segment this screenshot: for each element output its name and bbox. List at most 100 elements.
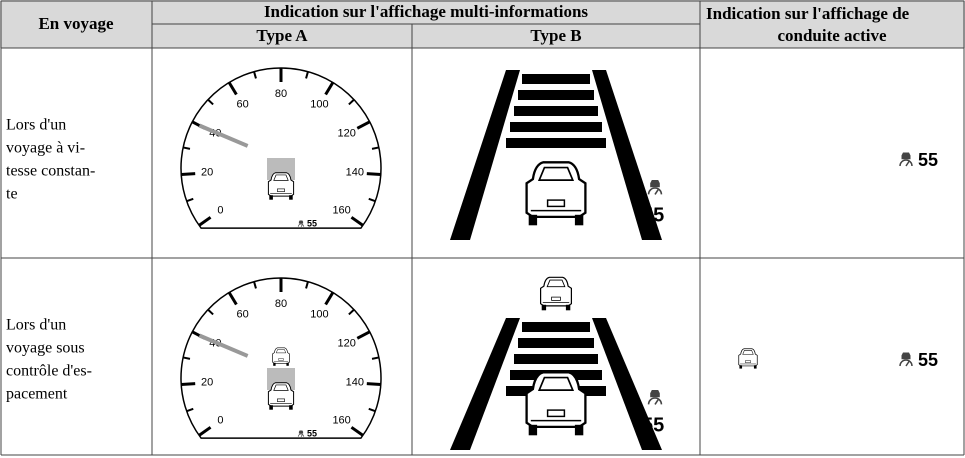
car-plate	[278, 358, 284, 361]
car-window	[273, 384, 289, 391]
car-icon	[539, 276, 573, 311]
set-speed: 55	[918, 150, 938, 170]
icon-needle	[905, 361, 910, 367]
gauge-scale-label: 60	[236, 309, 248, 321]
gauge: 02040608010012014016055	[180, 277, 382, 439]
icon-needle	[654, 399, 659, 405]
gauge-major-tick	[350, 216, 364, 227]
row-label: Lors d'un	[6, 117, 66, 134]
car-window	[537, 166, 575, 181]
car-wheel	[739, 365, 743, 369]
gauge-minor-tick	[253, 71, 257, 79]
icon-gauge	[899, 359, 913, 367]
gauge-minor-tick	[305, 71, 309, 79]
car-icon	[267, 382, 295, 410]
car-wheel	[289, 195, 293, 200]
car-wheel	[286, 362, 289, 366]
gauge-major-tick	[181, 172, 196, 177]
distance-bar	[514, 106, 598, 116]
gauge-major-tick	[324, 291, 335, 306]
car-plate	[277, 398, 285, 402]
gauge-minor-tick	[207, 98, 214, 106]
radar-cruise-icon	[647, 180, 663, 195]
icon-gauge	[297, 433, 305, 437]
header-active-display: Indication sur l'affichage de	[706, 4, 910, 23]
gauge-scale-label: 120	[337, 128, 355, 140]
car-icon	[525, 161, 587, 226]
icon-gauge	[647, 187, 663, 195]
car-wheel	[289, 405, 293, 410]
gauge-major-tick	[181, 382, 196, 387]
gauge-major-tick	[366, 382, 381, 387]
gauge-scale-label: 80	[275, 88, 287, 100]
car-wheel	[269, 195, 273, 200]
gauge-scale-label: 100	[310, 99, 328, 111]
set-speed: 55	[307, 428, 317, 438]
car-window	[546, 279, 566, 288]
gauge-scale-label: 160	[332, 414, 350, 426]
row-label: Lors d'un	[6, 317, 66, 334]
distance-bar	[518, 90, 594, 100]
distance-bar	[510, 122, 602, 132]
car-plate	[551, 296, 561, 301]
car-window	[273, 174, 289, 181]
car-wheel	[273, 362, 276, 366]
set-speed: 55	[918, 350, 938, 370]
row-label: te	[6, 186, 18, 203]
car-plate	[546, 199, 566, 208]
road-edge	[592, 318, 662, 450]
gauge-major-tick	[227, 291, 238, 306]
header-type-b: Type B	[530, 26, 581, 45]
car-window	[275, 349, 287, 354]
gauge-minor-tick	[207, 308, 214, 316]
gauge-major-tick	[350, 426, 364, 437]
radar-cruise-icon	[647, 390, 663, 405]
icon-car	[901, 152, 911, 160]
gauge-major-tick	[324, 81, 335, 96]
radar-cruise-icon	[899, 152, 913, 167]
car-wheel	[269, 405, 273, 410]
gauge-minor-tick	[182, 356, 191, 360]
gauge-minor-tick	[305, 281, 309, 289]
car-wheel	[565, 304, 571, 311]
car-icon	[738, 348, 758, 369]
car-icon	[525, 371, 587, 436]
radar-cruise-icon	[297, 430, 305, 437]
set-speed: 55	[642, 204, 664, 226]
gauge-major-tick	[198, 426, 212, 437]
active-display: 55	[899, 150, 938, 170]
active-display: 55	[738, 348, 938, 370]
gauge-minor-tick	[253, 281, 257, 289]
gauge-minor-tick	[368, 407, 376, 413]
gauge-minor-tick	[348, 98, 355, 106]
car-plate	[745, 360, 751, 363]
gauge-major-tick	[198, 216, 212, 227]
gauge-minor-tick	[186, 407, 194, 413]
gauge-minor-tick	[182, 146, 191, 150]
row-label: voyage à vi-	[6, 140, 85, 157]
gauge-scale-label: 100	[310, 309, 328, 321]
row-label: voyage sous	[6, 340, 85, 357]
row-label: pacement	[6, 386, 68, 403]
road-edge	[450, 70, 520, 240]
distance-bar	[506, 138, 606, 148]
icon-needle	[905, 161, 910, 167]
car-wheel	[528, 424, 538, 436]
gauge-scale-label: 140	[346, 167, 364, 179]
gauge-scale-label: 140	[346, 377, 364, 389]
car-wheel	[528, 214, 538, 226]
car-wheel	[574, 214, 584, 226]
gauge-major-tick	[356, 330, 371, 340]
gauge-minor-tick	[368, 197, 376, 203]
row-label: contrôle d'es-	[6, 363, 92, 380]
car-plate	[546, 409, 566, 418]
icon-gauge	[297, 223, 305, 227]
icon-car	[650, 180, 660, 188]
distance-bar	[522, 322, 590, 332]
gauge: 02040608010012014016055	[180, 67, 382, 229]
radar-cruise-icon	[899, 352, 913, 367]
gauge-scale-label: 160	[332, 204, 350, 216]
gauge-needle-trail	[198, 123, 249, 148]
car-icon	[267, 172, 295, 200]
